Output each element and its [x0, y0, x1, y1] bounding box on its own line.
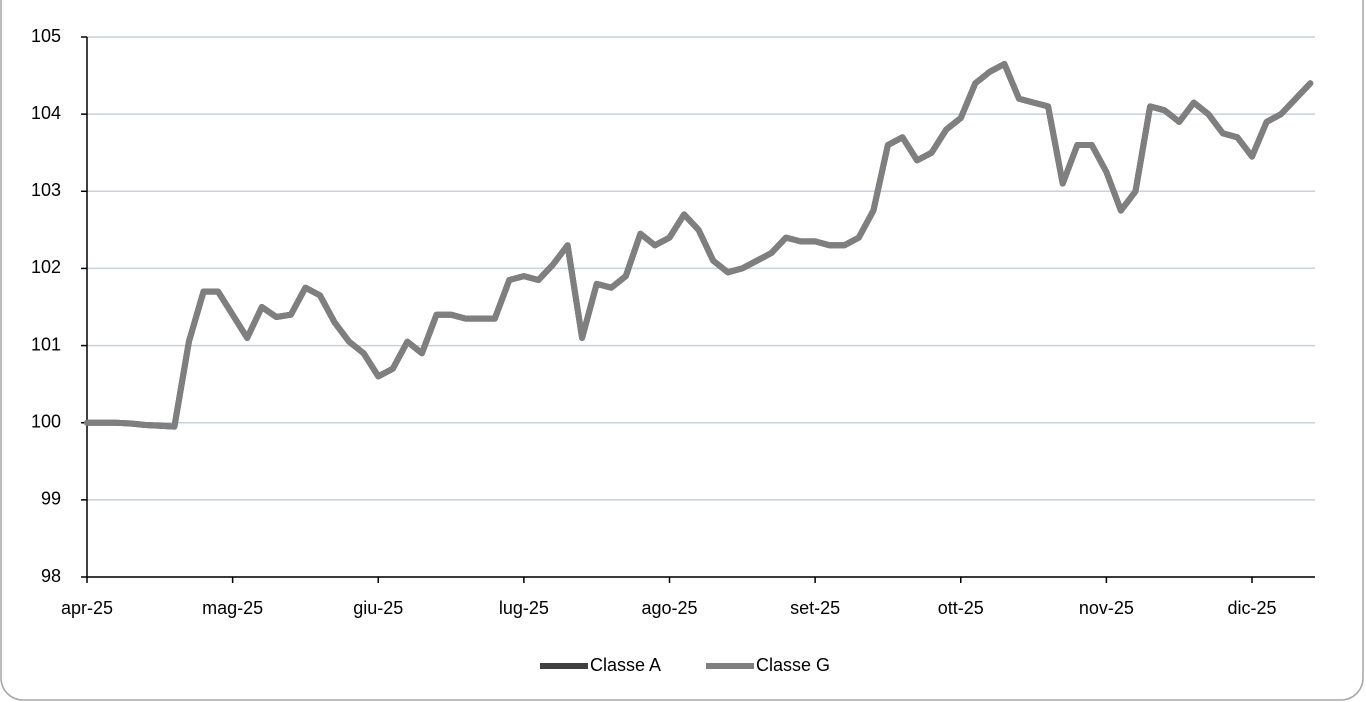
x-tick-label: dic-25 — [1227, 598, 1276, 618]
x-tick-label: lug-25 — [499, 598, 549, 618]
legend-label: Classe G — [756, 655, 830, 675]
line-series — [84, 61, 1314, 430]
x-tick-label: nov-25 — [1079, 598, 1134, 618]
y-tick-label: 101 — [31, 334, 61, 354]
y-tick-label: 105 — [31, 26, 61, 46]
y-tick-label: 102 — [31, 257, 61, 277]
legend-label: Classe A — [590, 655, 661, 675]
x-tick-label: giu-25 — [353, 598, 403, 618]
y-tick-label: 103 — [31, 180, 61, 200]
x-tick-label: apr-25 — [61, 598, 113, 618]
x-tick-label: ago-25 — [641, 598, 697, 618]
x-tick-label: ott-25 — [938, 598, 984, 618]
y-tick-label: 104 — [31, 103, 61, 123]
x-tick-label: mag-25 — [202, 598, 263, 618]
x-tick-label: set-25 — [790, 598, 840, 618]
y-tick-label: 99 — [41, 489, 61, 509]
y-tick-label: 100 — [31, 411, 61, 431]
y-tick-label: 98 — [41, 566, 61, 586]
